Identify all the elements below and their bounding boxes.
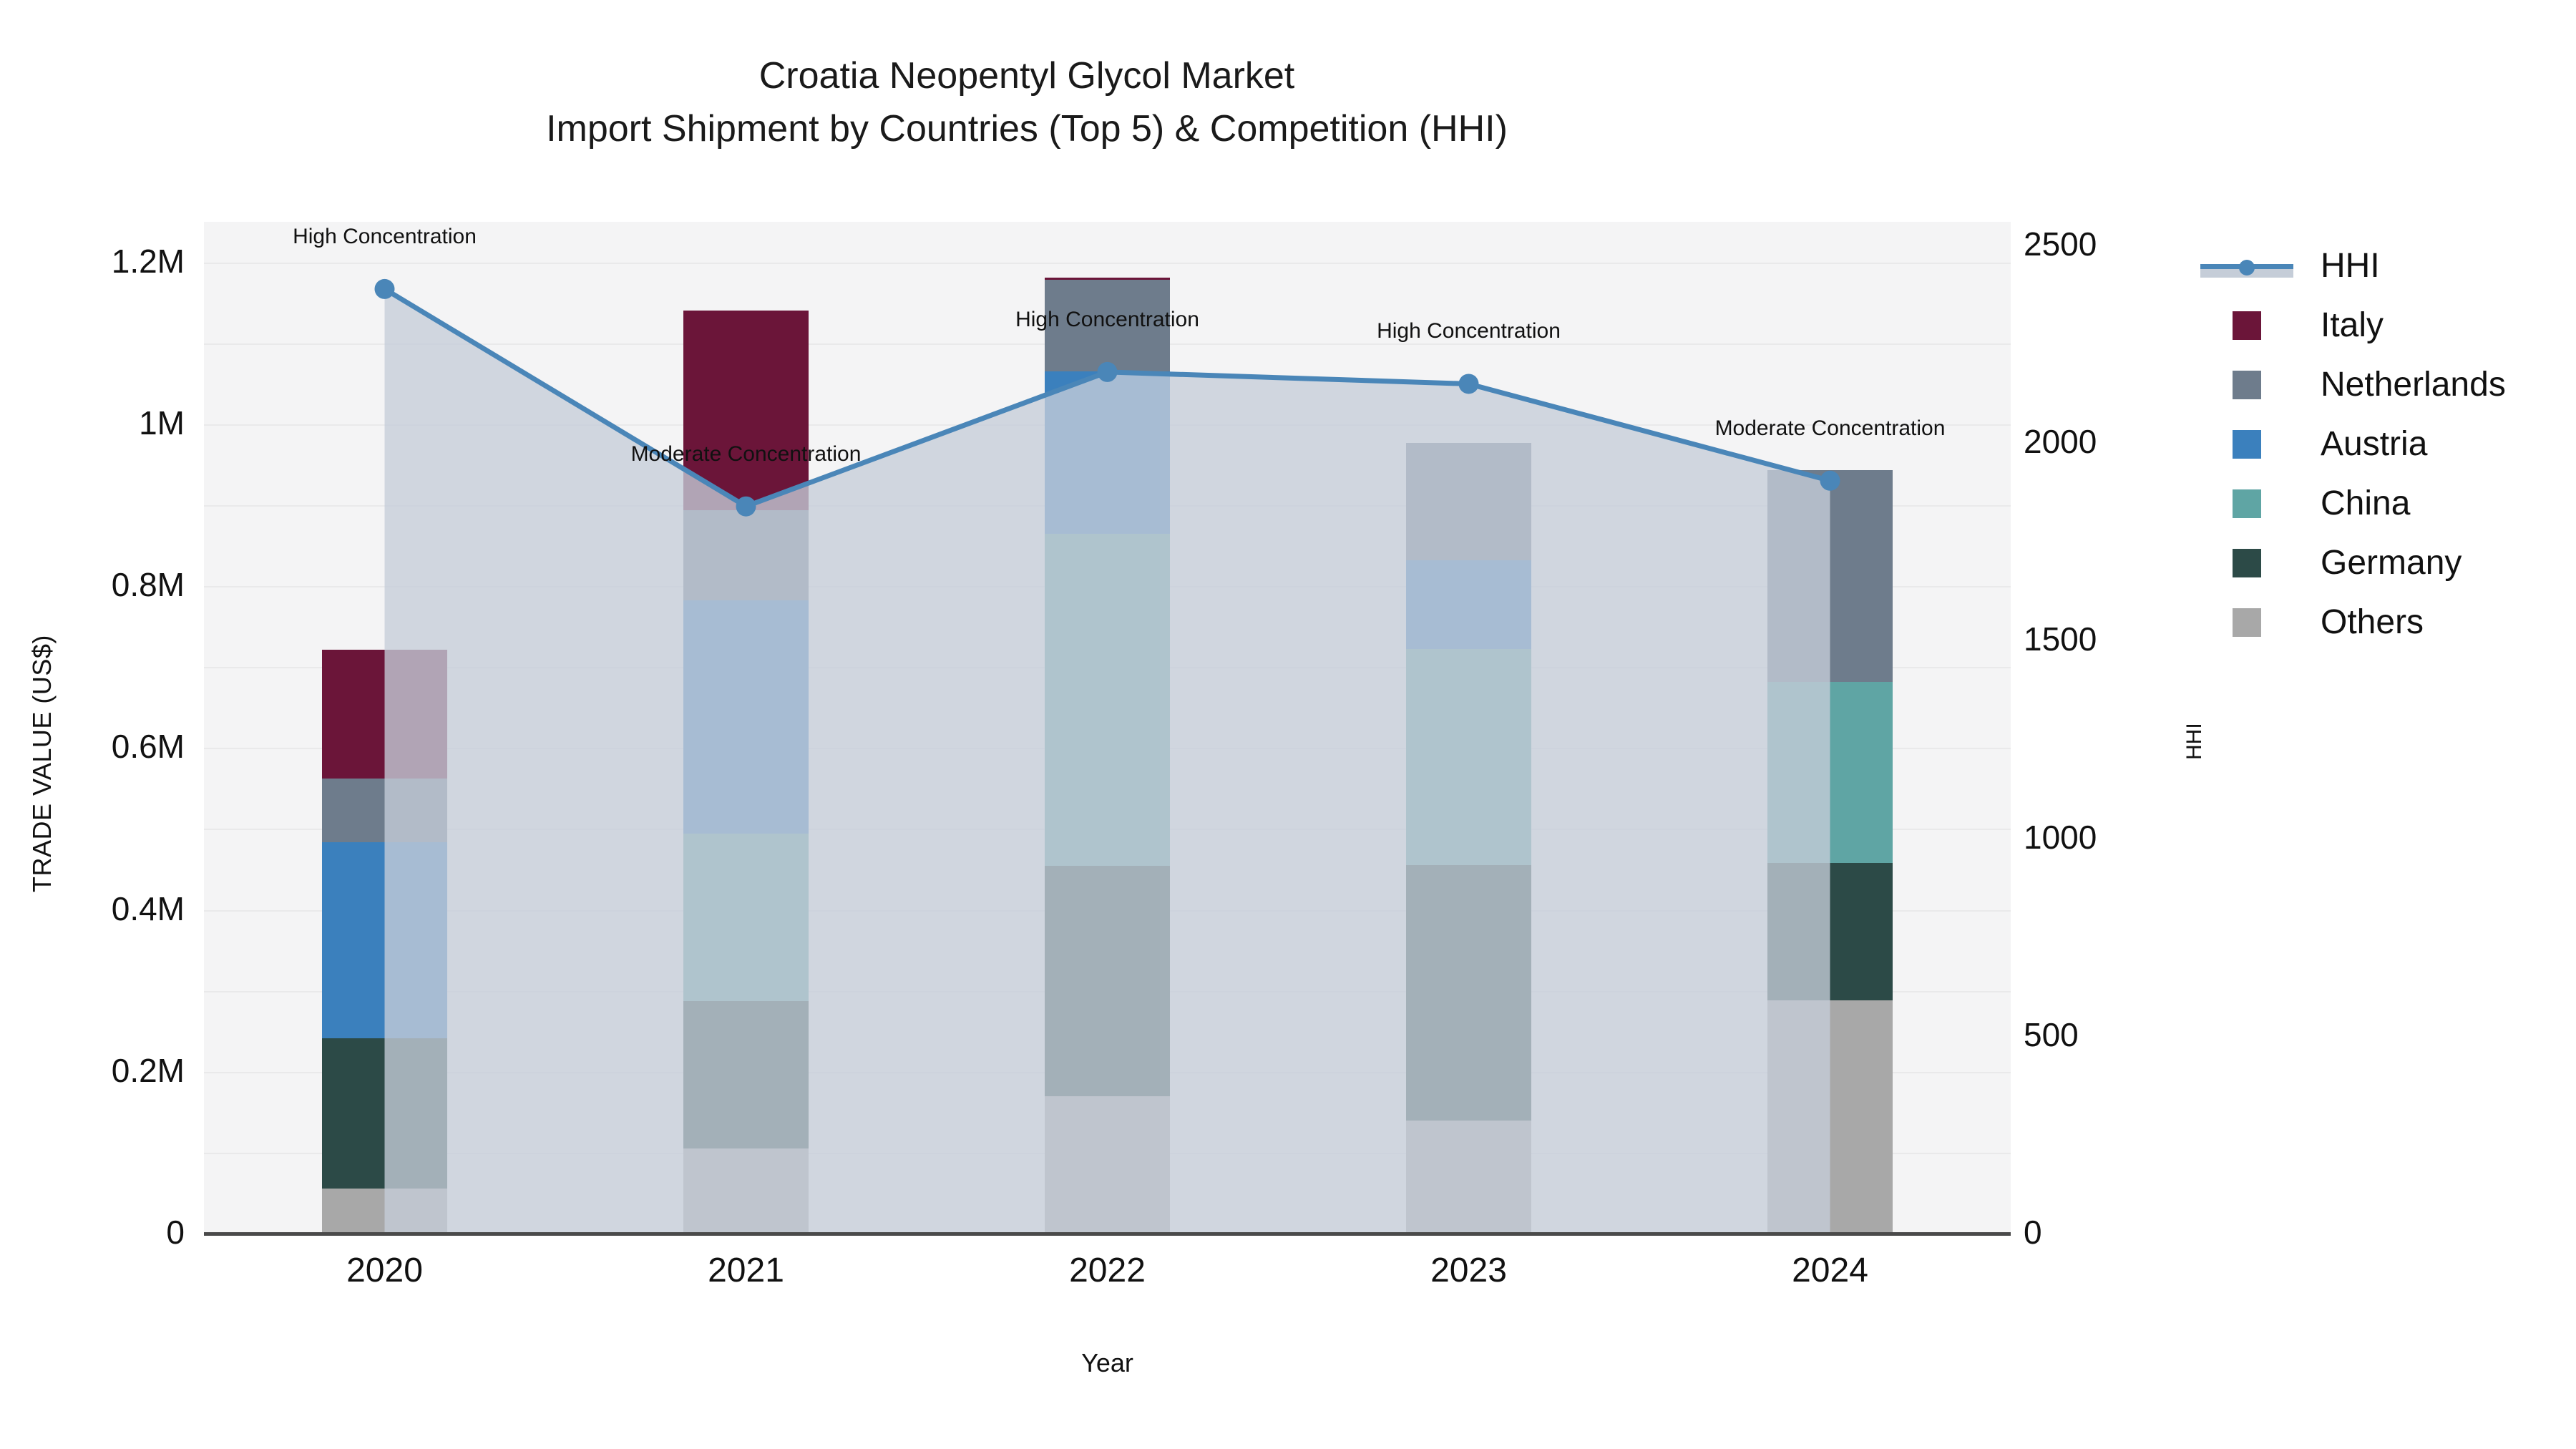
bar-segment[interactable]	[1045, 280, 1170, 372]
hhi-area-fill	[384, 288, 1830, 1234]
hhi-marker[interactable]	[1820, 470, 1840, 491]
legend-label: Germany	[2321, 544, 2462, 582]
concentration-annotation: High Concentration	[293, 224, 477, 248]
legend-item-others[interactable]: Others	[2200, 592, 2506, 652]
legend-label: Others	[2321, 603, 2424, 641]
legend-item-germany[interactable]: Germany	[2200, 533, 2506, 592]
legend-label: Netherlands	[2321, 366, 2506, 404]
x-axis-tick: 2024	[1792, 1252, 1868, 1289]
hhi-line-series	[374, 278, 1840, 1234]
y-axis-left-tick: 0.6M	[111, 728, 185, 766]
plot-clip: High Concentration Moderate Concentration…	[204, 222, 2011, 1234]
chart-title-line-1: Croatia Neopentyl Glycol Market	[758, 55, 1295, 97]
y-axis-right-title: HHI	[2182, 723, 2206, 760]
x-axis-tick: 2020	[346, 1252, 423, 1289]
x-axis-title: Year	[1081, 1348, 1133, 1377]
y-axis-left-tick: 0.2M	[111, 1051, 185, 1089]
chart-title: Croatia Neopentyl Glycol Market Import S…	[0, 50, 2054, 156]
bar-segment[interactable]	[1045, 278, 1170, 280]
y-axis-right-tick: 2500	[2024, 225, 2097, 263]
concentration-annotation: Moderate Concentration	[630, 441, 862, 466]
legend-color-swatch	[2233, 548, 2261, 577]
gridline	[204, 262, 2011, 264]
x-axis-tick: 2023	[1430, 1252, 1507, 1289]
legend-label: HHI	[2321, 247, 2380, 285]
chart-legend: HHI Italy Netherlands Austria China Germany Ot…	[2200, 236, 2506, 652]
y-axis-left-tick: 0.4M	[111, 889, 185, 927]
y-axis-right-tick: 2000	[2024, 423, 2097, 461]
y-axis-right-tick: 0	[2024, 1214, 2042, 1251]
y-axis-left-title: TRADE VALUE (US$)	[27, 635, 57, 892]
hhi-marker[interactable]	[1458, 374, 1479, 394]
concentration-annotation: Moderate Concentration	[1714, 416, 1946, 440]
legend-color-swatch	[2233, 608, 2261, 637]
legend-label: China	[2321, 484, 2411, 522]
legend-item-italy[interactable]: Italy	[2200, 296, 2506, 355]
legend-item-netherlands[interactable]: Netherlands	[2200, 355, 2506, 414]
plot-area: High Concentration Moderate Concentration…	[204, 222, 2011, 1234]
legend-color-swatch	[2233, 311, 2261, 340]
hhi-marker[interactable]	[374, 278, 395, 299]
legend-color-swatch	[2233, 370, 2261, 399]
legend-line-dot	[2239, 259, 2255, 275]
x-axis-tick: 2021	[708, 1252, 784, 1289]
y-axis-left-tick: 1.2M	[111, 242, 185, 280]
y-axis-left-tick: 0	[166, 1214, 185, 1251]
legend-label: Italy	[2321, 306, 2384, 344]
legend-color-swatch	[2233, 489, 2261, 518]
legend-item-austria[interactable]: Austria	[2200, 414, 2506, 474]
chart-title-line-2: Import Shipment by Countries (Top 5) & C…	[546, 107, 1508, 150]
legend-label: Austria	[2321, 425, 2428, 463]
y-axis-right-tick: 1000	[2024, 818, 2097, 856]
hhi-marker[interactable]	[1097, 361, 1118, 382]
hhi-marker[interactable]	[736, 496, 756, 517]
y-axis-right-tick: 500	[2024, 1015, 2079, 1053]
y-axis-right-tick: 1500	[2024, 620, 2097, 658]
legend-item-china[interactable]: China	[2200, 474, 2506, 533]
x-axis-tick: 2022	[1069, 1252, 1146, 1289]
y-axis-left-tick: 1M	[139, 404, 185, 441]
legend-color-swatch	[2233, 429, 2261, 459]
legend-line-marker-icon	[2200, 252, 2293, 280]
concentration-annotation: High Concentration	[1377, 319, 1561, 343]
bar-segment[interactable]	[683, 311, 809, 510]
x-axis-line	[204, 1232, 2011, 1236]
concentration-annotation: High Concentration	[1015, 307, 1199, 331]
legend-item-hhi[interactable]: HHI	[2200, 236, 2506, 296]
y-axis-left-tick: 0.8M	[111, 566, 185, 604]
